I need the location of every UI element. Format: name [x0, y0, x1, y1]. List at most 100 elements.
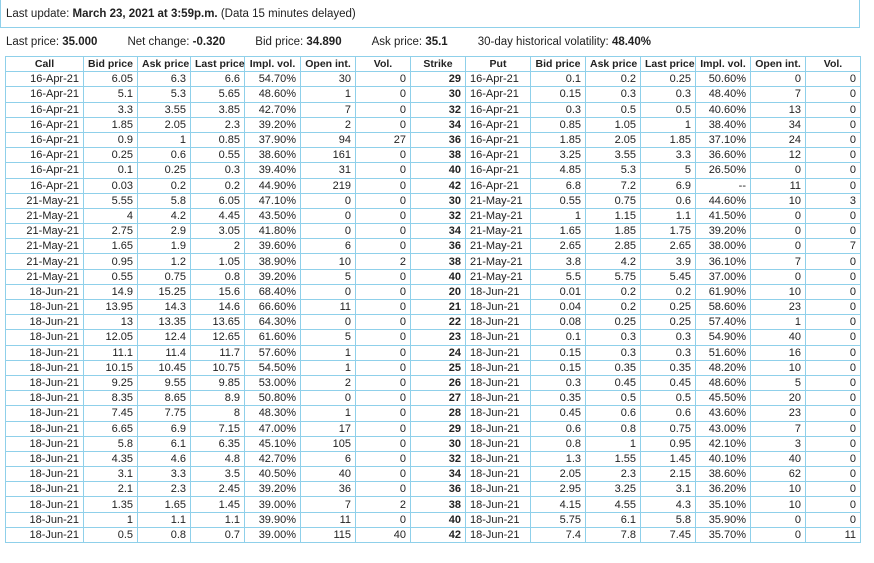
- table-cell: 11.1: [83, 344, 138, 361]
- table-cell: 0: [805, 390, 861, 407]
- table-cell: 0: [805, 147, 861, 164]
- table-cell: 18-Jun-21: [5, 481, 84, 498]
- table-cell: 29: [410, 71, 466, 88]
- table-row: 16-Apr-21 6.05 6.3 6.6 54.70% 30 0 29 16-Apr-21 0…: [5, 71, 861, 88]
- table-cell: 0: [805, 101, 861, 118]
- table-cell: 48.20%: [695, 359, 751, 376]
- table-cell: 1.45: [190, 496, 245, 513]
- table-cell: 0.5: [585, 390, 641, 407]
- table-cell: 11: [805, 526, 861, 544]
- table-cell: 5: [300, 268, 356, 285]
- table-cell: 0: [805, 283, 861, 301]
- table-cell: 8.9: [190, 390, 245, 407]
- table-cell: 6.1: [137, 435, 191, 452]
- table-cell: 0.3: [585, 86, 641, 103]
- table-row: 18-Jun-21 4.35 4.6 4.8 42.70% 6 0 32 18-Jun-21 1.…: [5, 450, 861, 468]
- table-cell: 18-Jun-21: [465, 466, 531, 483]
- table-cell: 10: [750, 481, 806, 498]
- table-cell: 0: [355, 86, 411, 103]
- table-cell: 2.45: [190, 481, 245, 498]
- table-row: 16-Apr-21 5.1 5.3 5.65 48.60% 1 0 30 16-Apr-21 0.…: [5, 86, 861, 103]
- table-cell: 0: [355, 481, 411, 498]
- quote-label: Net change:: [127, 36, 190, 48]
- table-cell: 1: [83, 511, 138, 528]
- table-cell: 18-Jun-21: [465, 329, 531, 346]
- quote-item: Ask price: 35.1: [372, 36, 448, 48]
- column-header: Ask price: [585, 55, 641, 73]
- table-cell: 0: [355, 101, 411, 118]
- quote-item: Last price: 35.000: [6, 36, 97, 48]
- table-cell: 13: [750, 101, 806, 118]
- table-cell: 36: [410, 481, 466, 498]
- table-cell: 7.4: [530, 526, 586, 544]
- table-cell: 5: [300, 329, 356, 346]
- table-cell: 0: [355, 283, 411, 301]
- table-cell: 1.3: [530, 450, 586, 468]
- table-cell: 10: [750, 283, 806, 301]
- table-cell: 23: [750, 298, 806, 316]
- table-cell: 0: [805, 374, 861, 392]
- table-cell: 34: [750, 116, 806, 133]
- table-cell: 1.1: [137, 511, 191, 528]
- table-cell: 2.05: [137, 116, 191, 133]
- table-row: 21-May-21 2.75 2.9 3.05 41.80% 0 0 34 21-May-21 1…: [5, 223, 861, 240]
- table-cell: 0.3: [640, 86, 696, 103]
- table-cell: 21-May-21: [465, 192, 531, 209]
- table-cell: 7: [805, 238, 861, 255]
- table-cell: 39.20%: [244, 481, 301, 498]
- table-cell: 18-Jun-21: [465, 374, 531, 392]
- table-cell: 51.60%: [695, 344, 751, 361]
- table-cell: 0: [805, 116, 861, 133]
- table-cell: 34: [410, 466, 466, 483]
- table-cell: 42: [410, 526, 466, 544]
- table-cell: 0: [805, 511, 861, 528]
- table-cell: 2: [300, 374, 356, 392]
- table-cell: 18-Jun-21: [465, 511, 531, 528]
- table-cell: 2.3: [190, 116, 245, 133]
- table-cell: 36.20%: [695, 481, 751, 498]
- table-cell: 0: [805, 450, 861, 468]
- table-row: 21-May-21 1.65 1.9 2 39.60% 6 0 36 21-May-21 2.65…: [5, 238, 861, 255]
- table-cell: 39.60%: [244, 238, 301, 255]
- table-cell: 0: [355, 435, 411, 452]
- table-cell: 3.8: [530, 253, 586, 270]
- table-cell: 0: [355, 268, 411, 285]
- table-cell: 0.25: [640, 71, 696, 88]
- table-cell: 11: [750, 177, 806, 194]
- table-cell: 0.85: [530, 116, 586, 133]
- table-cell: 3.3: [640, 147, 696, 164]
- table-cell: 40: [410, 511, 466, 528]
- table-cell: 7: [300, 496, 356, 513]
- table-cell: 0: [805, 253, 861, 270]
- table-cell: 0: [805, 496, 861, 513]
- table-cell: 0: [805, 131, 861, 149]
- table-row: 18-Jun-21 8.35 8.65 8.9 50.80% 0 0 27 18-Jun-21 0…: [5, 390, 861, 407]
- table-cell: 16-Apr-21: [465, 71, 531, 88]
- update-label: Last update:: [6, 8, 70, 20]
- table-cell: 21-May-21: [465, 238, 531, 255]
- options-table: Call Bid price Ask price Last price Impl. vo…: [5, 55, 861, 544]
- table-cell: 0: [355, 192, 411, 209]
- table-cell: 1: [137, 131, 191, 149]
- table-cell: 5.45: [640, 268, 696, 285]
- quote-value: 34.890: [306, 36, 342, 48]
- table-cell: 38.00%: [695, 238, 751, 255]
- table-cell: 0.6: [640, 405, 696, 422]
- table-cell: 4: [83, 207, 138, 225]
- table-cell: 1.45: [640, 450, 696, 468]
- table-cell: 26: [410, 374, 466, 392]
- table-cell: 105: [300, 435, 356, 452]
- table-cell: 22: [410, 314, 466, 331]
- table-cell: 0.1: [530, 71, 586, 88]
- table-cell: 0: [355, 298, 411, 316]
- table-cell: 0.25: [640, 314, 696, 331]
- table-cell: 0.8: [190, 268, 245, 285]
- table-cell: 10.45: [137, 359, 191, 376]
- table-cell: 1.85: [585, 223, 641, 240]
- table-cell: 18-Jun-21: [5, 329, 84, 346]
- table-cell: 8: [190, 405, 245, 422]
- table-cell: 0: [805, 466, 861, 483]
- table-cell: 41.80%: [244, 223, 301, 240]
- table-cell: 0: [355, 147, 411, 164]
- table-row: 18-Jun-21 12.05 12.4 12.65 61.60% 5 0 23 18-Jun-…: [5, 329, 861, 346]
